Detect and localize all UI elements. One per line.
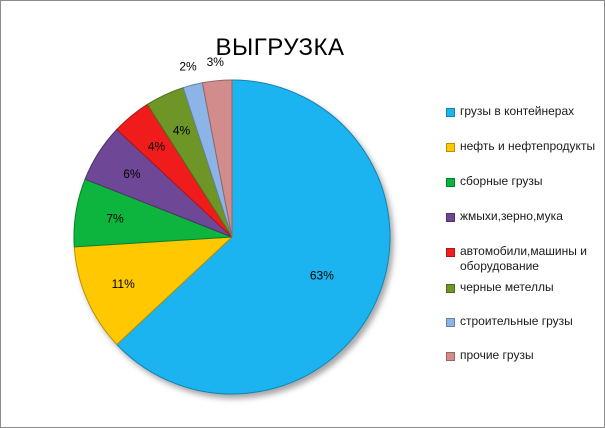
pie-data-labels: 63% 11% 7% 6% 4% 4% 2% 3% [106, 55, 334, 291]
chart-title: ВЫГРУЗКА [215, 34, 345, 61]
data-label-нефть-и-нефтепродукты: 11% [112, 277, 135, 291]
data-label-грузы-в-контейнерах: 63% [310, 269, 334, 283]
legend-label: грузы в контейнерах [460, 104, 575, 118]
legend-swatch [446, 248, 455, 257]
legend-item-строительные-грузы: строительные грузы [446, 314, 602, 329]
legend-swatch [446, 143, 455, 152]
legend-swatch [446, 284, 455, 293]
data-label-строительные-грузы: 2% [179, 60, 197, 74]
pie-slices [73, 79, 391, 395]
pie-slice-грузы-в-контейнерах [116, 79, 391, 395]
legend-item-автомобили-машины-и-оборудование: автомобили,машины и оборудование [446, 244, 602, 274]
legend-swatch [446, 178, 455, 187]
legend-label: нефть и нефтепродукты [460, 139, 596, 153]
legend-item-грузы-в-контейнерах: грузы в контейнерах [446, 104, 602, 119]
data-label-автомобили-машины-и-оборудование: 4% [148, 139, 166, 153]
legend-item-прочие-грузы: прочие грузы [446, 348, 602, 363]
legend-label: черные метеллы [460, 280, 554, 294]
data-label-сборные-грузы: 7% [106, 212, 124, 226]
legend-label: строительные грузы [460, 314, 573, 328]
legend-label: жмыхи,зерно,мука [460, 209, 563, 223]
data-label-жмыхи-зерно-мука: 6% [123, 167, 141, 181]
data-label-прочие-грузы: 3% [207, 55, 225, 69]
pie-slice-прочие-грузы [201, 79, 233, 238]
legend-swatch [446, 213, 455, 222]
data-label-черные-метеллы: 4% [173, 124, 191, 138]
pie-slice-нефть-и-нефтепродукты [73, 236, 234, 346]
legend-swatch [446, 352, 455, 361]
legend-swatch [446, 318, 455, 327]
legend-item-нефть-и-нефтепродукты: нефть и нефтепродукты [446, 139, 602, 154]
legend-item-черные-метеллы: черные метеллы [446, 280, 602, 295]
legend-label: сборные грузы [460, 174, 543, 188]
legend-item-жмыхи-зерно-мука: жмыхи,зерно,мука [446, 209, 602, 224]
legend-label: прочие грузы [460, 348, 534, 362]
legend-item-сборные-грузы: сборные грузы [446, 174, 602, 189]
legend-swatch [446, 108, 455, 117]
legend-label: автомобили,машины и оборудование [460, 244, 587, 273]
